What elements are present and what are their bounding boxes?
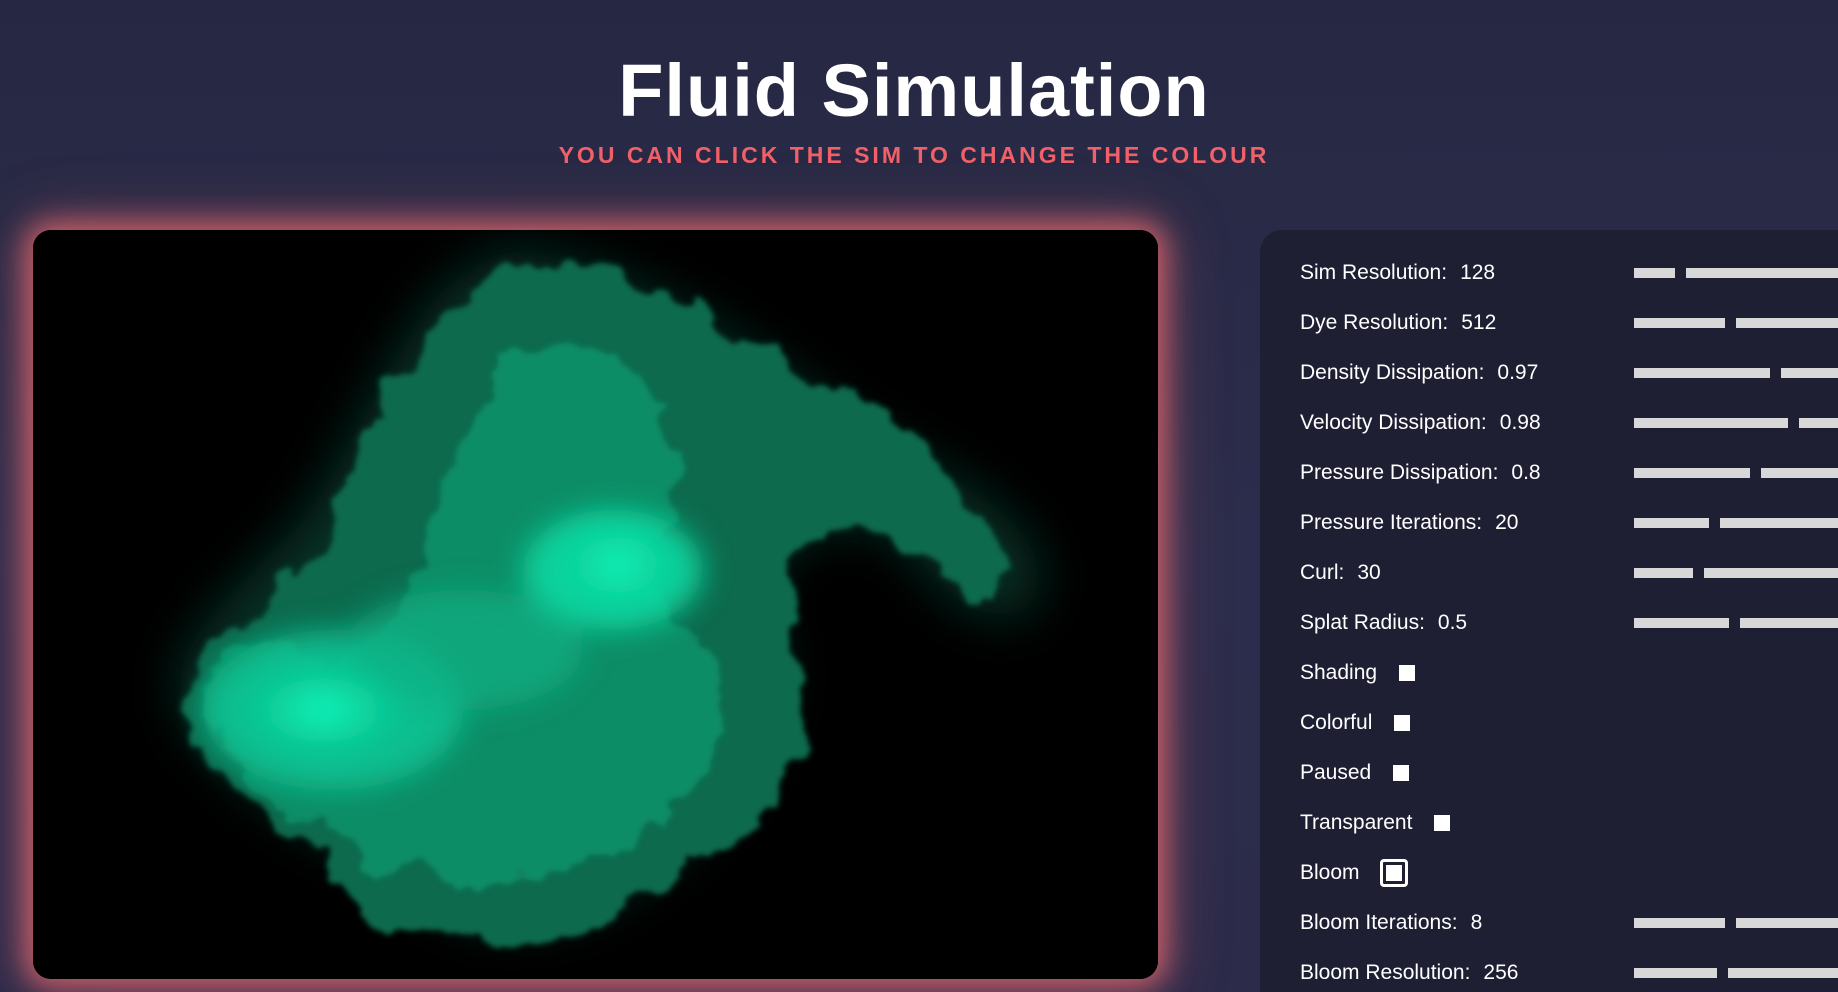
- control-dye-resolution: Dye Resolution: 512: [1300, 306, 1838, 340]
- control-bloom-resolution: Bloom Resolution: 256: [1300, 956, 1838, 990]
- bloom-resolution-value: 256: [1483, 961, 1519, 984]
- density-dissipation-label: Density Dissipation:: [1300, 361, 1485, 384]
- transparent-label: Transparent: [1300, 811, 1413, 834]
- velocity-dissipation-value: 0.98: [1499, 411, 1541, 434]
- curl-label: Curl:: [1300, 561, 1345, 584]
- paused-label: Paused: [1300, 761, 1372, 784]
- control-density-dissipation: Density Dissipation: 0.97: [1300, 356, 1838, 390]
- page-title: Fluid Simulation: [618, 49, 1210, 132]
- shading-checkbox[interactable]: [1399, 665, 1416, 681]
- sim-resolution-slider[interactable]: [1634, 268, 1838, 278]
- page-subtitle: You can click the sim to change the colo…: [558, 142, 1270, 168]
- control-paused: Paused: [1300, 756, 1820, 790]
- curl-slider[interactable]: [1634, 568, 1838, 578]
- splat-radius-value: 0.5: [1437, 611, 1468, 634]
- colorful-label: Colorful: [1300, 711, 1373, 734]
- pressure-dissipation-label: Pressure Dissipation:: [1300, 461, 1499, 484]
- control-pressure-iterations: Pressure Iterations: 20: [1300, 506, 1838, 540]
- splat-radius-slider[interactable]: [1634, 618, 1838, 628]
- control-transparent: Transparent: [1300, 806, 1820, 840]
- pressure-dissipation-slider[interactable]: [1634, 468, 1838, 478]
- fluid-render[interactable]: [33, 230, 1158, 979]
- control-velocity-dissipation: Velocity Dissipation: 0.98: [1300, 406, 1838, 440]
- pressure-dissipation-value: 0.8: [1511, 461, 1541, 484]
- sim-resolution-label: Sim Resolution:: [1300, 261, 1448, 284]
- density-dissipation-slider[interactable]: [1634, 368, 1838, 378]
- paused-checkbox[interactable]: [1393, 765, 1410, 781]
- bloom-resolution-slider[interactable]: [1634, 968, 1838, 978]
- shading-label: Shading: [1300, 661, 1378, 684]
- control-shading: Shading: [1300, 656, 1820, 690]
- bloom-iterations-label: Bloom Iterations:: [1300, 911, 1458, 934]
- transparent-checkbox[interactable]: [1434, 815, 1451, 831]
- bloom-resolution-label: Bloom Resolution:: [1300, 961, 1471, 984]
- bloom-iterations-value: 8: [1470, 911, 1483, 934]
- bloom-label: Bloom: [1300, 861, 1360, 884]
- velocity-dissipation-label: Velocity Dissipation:: [1300, 411, 1487, 434]
- dye-resolution-slider[interactable]: [1634, 318, 1838, 328]
- sim-resolution-value: 128: [1460, 261, 1496, 284]
- bloom-iterations-slider[interactable]: [1634, 918, 1838, 928]
- dye-resolution-label: Dye Resolution:: [1300, 311, 1449, 334]
- control-bloom-iterations: Bloom Iterations: 8: [1300, 906, 1838, 940]
- density-dissipation-value: 0.97: [1497, 361, 1539, 384]
- curl-value: 30: [1357, 561, 1381, 584]
- dye-resolution-value: 512: [1461, 311, 1497, 334]
- bloom-checkbox[interactable]: [1379, 859, 1408, 887]
- control-pressure-dissipation: Pressure Dissipation: 0.8: [1300, 456, 1838, 490]
- splat-radius-label: Splat Radius:: [1300, 611, 1425, 634]
- control-sim-resolution: Sim Resolution: 128: [1300, 256, 1838, 290]
- control-splat-radius: Splat Radius: 0.5: [1300, 606, 1838, 640]
- velocity-dissipation-slider[interactable]: [1634, 418, 1838, 428]
- fluid-simulation-canvas[interactable]: [33, 230, 1158, 979]
- colorful-checkbox[interactable]: [1394, 715, 1411, 731]
- pressure-iterations-label: Pressure Iterations:: [1300, 511, 1483, 534]
- pressure-iterations-slider[interactable]: [1634, 518, 1838, 528]
- control-bloom: Bloom: [1300, 856, 1820, 890]
- controls-panel: Sim Resolution: 128 Dye Resolution: 512 …: [1260, 230, 1838, 992]
- pressure-iterations-value: 20: [1495, 511, 1519, 534]
- control-colorful: Colorful: [1300, 706, 1820, 740]
- control-curl: Curl: 30: [1300, 556, 1838, 590]
